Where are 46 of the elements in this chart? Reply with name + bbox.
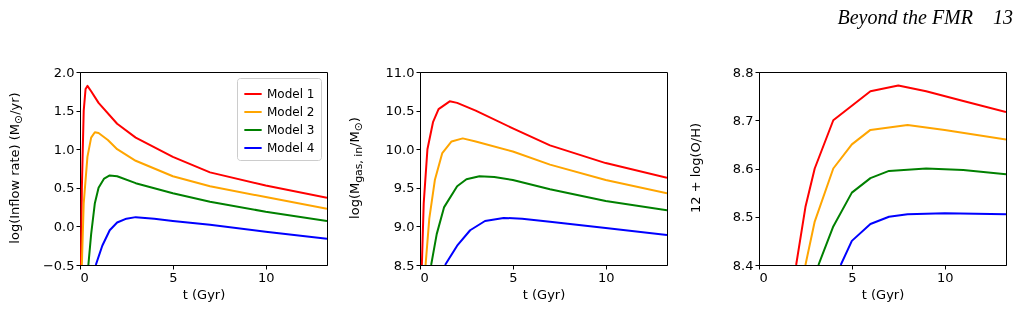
x-tick-label: 10 [257, 269, 275, 285]
y-tick-label: 8.4 [732, 257, 754, 273]
legend-label: Model 4 [267, 141, 315, 155]
x-tick-label: 5 [848, 269, 857, 285]
legend-label: Model 1 [267, 87, 315, 101]
line-series [839, 212, 1006, 265]
x-axis-title: t (Gyr) [522, 286, 566, 302]
x-axis-title: t (Gyr) [182, 286, 226, 302]
y-tick-label: 1.5 [53, 103, 75, 119]
line-series [94, 216, 327, 265]
x-tick-label: 0 [80, 269, 89, 285]
x-tick-label: 5 [509, 269, 518, 285]
y-tick-label: 9.5 [393, 180, 415, 196]
x-axis-title: t (Gyr) [861, 286, 905, 302]
y-tick-label: 8.5 [732, 209, 754, 225]
y-tick-label: 8.6 [732, 161, 754, 176]
x-tick-label: 0 [420, 269, 429, 285]
y-tick-label: −0.5 [42, 257, 75, 273]
line-series [795, 84, 1006, 265]
line-series [817, 167, 1006, 265]
line-series [804, 124, 1006, 265]
y-tick-label: 10.0 [385, 141, 415, 157]
line-series [420, 100, 667, 265]
x-tick-label: 0 [759, 269, 768, 285]
line-series [430, 175, 667, 265]
x-tick-label: 10 [597, 269, 615, 285]
y-tick-label: 10.5 [385, 103, 415, 119]
text: Beyond the FMR 13 [837, 6, 1013, 29]
y-tick-label: 9.0 [393, 218, 415, 234]
x-tick-label: 5 [169, 269, 178, 285]
y-tick-label: 2.0 [53, 64, 75, 80]
line-series [424, 137, 667, 265]
y-tick-label: 8.5 [393, 257, 415, 273]
legend-label: Model 2 [267, 105, 315, 119]
y-tick-label: 11.0 [385, 64, 415, 80]
y-axis-title: 12 + log(O/H) [687, 122, 703, 214]
line-series [444, 216, 667, 265]
y-tick-label: 0.0 [53, 218, 75, 234]
x-tick-label: 10 [936, 269, 954, 285]
legend-label: Model 3 [267, 123, 315, 137]
y-tick-label: 0.5 [53, 180, 75, 196]
line-series [87, 174, 327, 265]
y-tick-label: 8.8 [732, 64, 754, 80]
y-tick-label: 1.0 [53, 141, 75, 157]
y-tick-label: 8.7 [732, 112, 754, 128]
line-series [80, 84, 327, 265]
